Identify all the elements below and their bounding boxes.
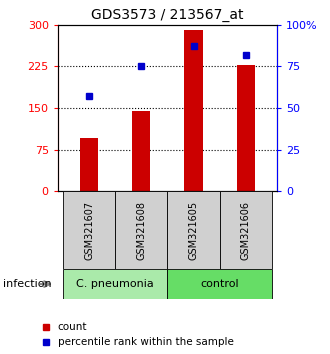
Text: GSM321608: GSM321608 [136, 201, 146, 259]
Text: count: count [58, 321, 87, 332]
Bar [237, 65, 255, 191]
Text: C. pneumonia: C. pneumonia [76, 279, 154, 289]
Bar [184, 30, 203, 191]
Text: GSM321606: GSM321606 [241, 201, 251, 259]
Text: GSM321605: GSM321605 [189, 200, 199, 260]
Bar [132, 111, 150, 191]
Text: control: control [200, 279, 239, 289]
Bar [168, 191, 220, 269]
Text: percentile rank within the sample: percentile rank within the sample [58, 337, 234, 348]
Title: GDS3573 / 213567_at: GDS3573 / 213567_at [91, 8, 244, 22]
Bar [168, 269, 272, 299]
Text: infection: infection [3, 279, 52, 289]
Bar [63, 269, 168, 299]
Bar [115, 191, 167, 269]
Bar [63, 191, 115, 269]
Text: GSM321607: GSM321607 [84, 200, 94, 260]
Bar [220, 191, 272, 269]
Bar [80, 138, 98, 191]
